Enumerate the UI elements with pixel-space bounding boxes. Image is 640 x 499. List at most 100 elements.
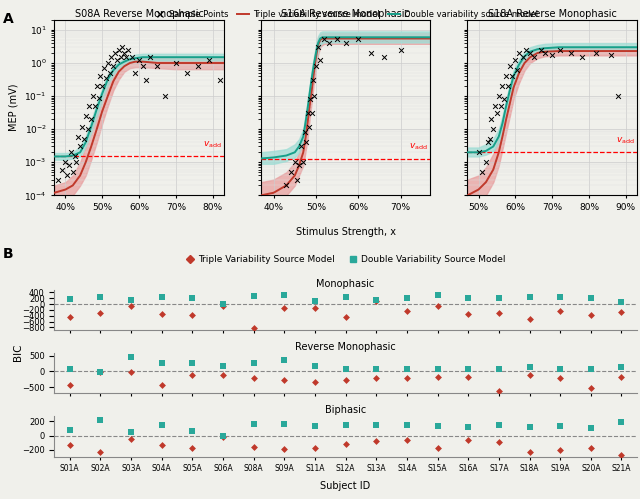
Title: S08A Reverse Monophasic: S08A Reverse Monophasic xyxy=(75,9,204,19)
Point xyxy=(68,168,78,176)
Point xyxy=(477,168,487,176)
Point xyxy=(547,50,557,58)
Point xyxy=(503,82,513,90)
Point xyxy=(141,76,152,84)
Point xyxy=(309,92,319,100)
Point xyxy=(81,112,91,120)
Title: Reverse Monophasic: Reverse Monophasic xyxy=(295,342,396,352)
Text: B: B xyxy=(3,247,14,261)
Point xyxy=(493,92,504,100)
Point xyxy=(518,53,528,61)
Point xyxy=(606,50,616,58)
Point xyxy=(83,125,93,133)
Text: Stimulus Strength, x: Stimulus Strength, x xyxy=(296,227,396,237)
Point xyxy=(565,49,575,57)
Point xyxy=(536,46,546,54)
Point xyxy=(294,162,304,170)
Point xyxy=(101,74,111,82)
Point xyxy=(307,109,317,117)
Y-axis label: MEP (mV): MEP (mV) xyxy=(9,84,19,131)
Point xyxy=(308,76,318,84)
Point xyxy=(60,158,70,166)
Point xyxy=(315,56,325,64)
Point xyxy=(324,39,334,47)
Point xyxy=(301,138,311,146)
Text: $v_{\rm add}$: $v_{\rm add}$ xyxy=(616,135,635,146)
Title: S16A Reverse Monophasic: S16A Reverse Monophasic xyxy=(281,9,410,19)
Point xyxy=(123,46,133,54)
Point xyxy=(481,158,491,166)
Point xyxy=(514,49,524,57)
Point xyxy=(73,133,83,141)
Point xyxy=(613,92,623,100)
Point xyxy=(66,148,76,156)
Point xyxy=(57,166,67,174)
Point xyxy=(319,34,330,42)
Point xyxy=(298,158,308,166)
Point xyxy=(285,168,296,176)
Point xyxy=(138,62,148,70)
Point xyxy=(134,56,144,64)
Point xyxy=(521,46,531,54)
Point xyxy=(340,39,351,47)
Point xyxy=(486,115,497,123)
Point xyxy=(160,92,170,100)
Point xyxy=(296,143,307,151)
Point xyxy=(290,158,300,166)
Point xyxy=(70,153,80,161)
Text: $v_{\rm add}$: $v_{\rm add}$ xyxy=(410,141,428,152)
Point xyxy=(490,102,500,110)
Point xyxy=(171,59,181,67)
Point xyxy=(79,135,89,143)
Point xyxy=(525,49,535,57)
Point xyxy=(281,182,291,190)
Point xyxy=(145,53,156,61)
Point xyxy=(64,162,74,170)
Point xyxy=(88,92,98,100)
Point xyxy=(302,109,312,117)
Legend: Triple Variability Source Model, Double Variability Source Model: Triple Variability Source Model, Double … xyxy=(182,251,509,268)
Point xyxy=(84,102,95,110)
Point xyxy=(117,43,127,51)
Point xyxy=(300,128,310,136)
Point xyxy=(119,49,129,57)
Point xyxy=(182,69,192,77)
Point xyxy=(499,95,509,103)
Point xyxy=(72,158,82,166)
Point xyxy=(110,49,120,57)
Title: Monophasic: Monophasic xyxy=(316,279,375,289)
Text: Subject ID: Subject ID xyxy=(321,481,371,491)
Point xyxy=(292,176,302,184)
Point xyxy=(90,102,100,110)
Point xyxy=(97,82,108,90)
Point xyxy=(62,172,72,180)
Point xyxy=(366,49,376,57)
Point xyxy=(127,53,137,61)
Point xyxy=(305,95,315,103)
Point xyxy=(497,82,508,90)
Point xyxy=(104,69,115,77)
Text: $v_{\rm add}$: $v_{\rm add}$ xyxy=(203,139,222,150)
Point xyxy=(540,49,550,57)
Point xyxy=(75,143,85,151)
Point xyxy=(108,62,118,70)
Point xyxy=(95,72,106,80)
Text: A: A xyxy=(3,12,14,26)
Point xyxy=(505,62,515,70)
Title: S18A Reverse Monophasic: S18A Reverse Monophasic xyxy=(488,9,616,19)
Point xyxy=(152,62,163,70)
Point xyxy=(492,109,502,117)
Point xyxy=(396,46,406,54)
Point xyxy=(488,125,499,133)
Point xyxy=(112,56,122,64)
Point xyxy=(495,102,506,110)
Point xyxy=(99,64,109,72)
Text: BIC: BIC xyxy=(13,343,23,361)
Point xyxy=(577,53,587,61)
Point xyxy=(512,66,522,74)
Title: Biphasic: Biphasic xyxy=(325,405,366,415)
Point xyxy=(215,76,225,84)
Point xyxy=(484,135,495,143)
Point xyxy=(474,148,484,156)
Point xyxy=(501,72,511,80)
